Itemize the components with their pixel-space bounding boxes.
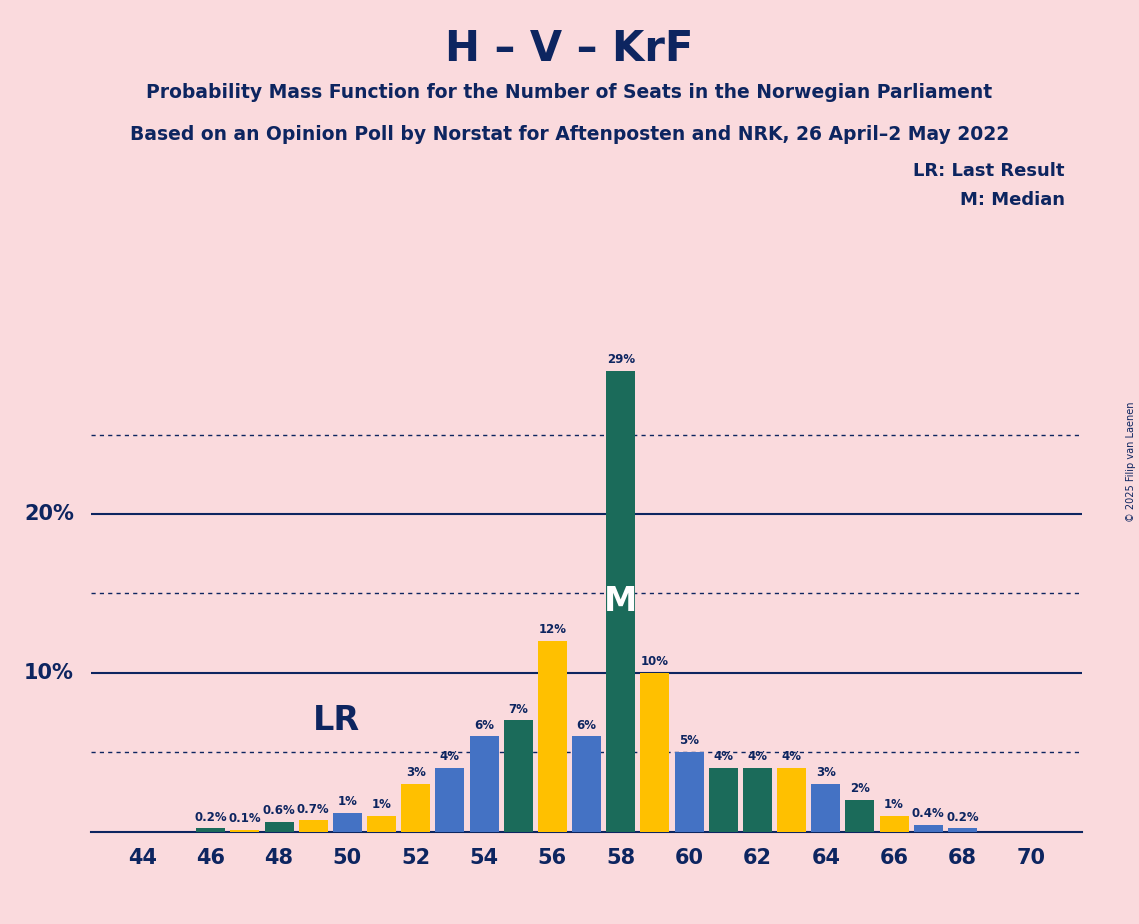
Bar <box>230 830 260 832</box>
Text: Based on an Opinion Poll by Norstat for Aftenposten and NRK, 26 April–2 May 2022: Based on an Opinion Poll by Norstat for … <box>130 125 1009 144</box>
Bar <box>367 816 396 832</box>
Text: 4%: 4% <box>781 750 802 763</box>
Text: M: Median: M: Median <box>960 191 1065 209</box>
Bar <box>845 800 875 832</box>
Text: 5%: 5% <box>679 735 699 748</box>
Bar <box>264 822 294 832</box>
Text: 6%: 6% <box>576 719 597 732</box>
Text: 1%: 1% <box>371 798 392 811</box>
Text: 0.7%: 0.7% <box>297 803 329 816</box>
Text: 2%: 2% <box>850 782 870 795</box>
Text: 20%: 20% <box>24 504 74 524</box>
Text: 0.2%: 0.2% <box>195 810 227 823</box>
Bar <box>811 784 841 832</box>
Text: 29%: 29% <box>607 353 634 366</box>
Text: 1%: 1% <box>884 798 904 811</box>
Text: 10%: 10% <box>24 663 74 683</box>
Text: 3%: 3% <box>816 766 836 779</box>
Bar <box>469 736 499 832</box>
Bar <box>196 829 226 832</box>
Bar <box>435 768 465 832</box>
Bar <box>708 768 738 832</box>
Bar <box>401 784 431 832</box>
Text: 0.1%: 0.1% <box>229 812 261 825</box>
Bar <box>913 825 943 832</box>
Text: LR: LR <box>313 704 360 737</box>
Text: © 2025 Filip van Laenen: © 2025 Filip van Laenen <box>1126 402 1136 522</box>
Text: 10%: 10% <box>641 655 669 668</box>
Bar <box>538 641 567 832</box>
Bar <box>879 816 909 832</box>
Text: Probability Mass Function for the Number of Seats in the Norwegian Parliament: Probability Mass Function for the Number… <box>147 83 992 103</box>
Bar <box>777 768 806 832</box>
Text: 4%: 4% <box>713 750 734 763</box>
Bar <box>743 768 772 832</box>
Text: 7%: 7% <box>508 702 528 716</box>
Text: LR: Last Result: LR: Last Result <box>913 162 1065 179</box>
Bar <box>606 371 636 832</box>
Bar <box>333 812 362 832</box>
Text: 1%: 1% <box>337 795 358 808</box>
Text: 0.2%: 0.2% <box>947 810 978 823</box>
Bar <box>298 821 328 832</box>
Text: M: M <box>604 585 638 618</box>
Bar <box>572 736 601 832</box>
Bar <box>503 721 533 832</box>
Text: H – V – KrF: H – V – KrF <box>445 28 694 69</box>
Text: 4%: 4% <box>440 750 460 763</box>
Text: 4%: 4% <box>747 750 768 763</box>
Bar <box>640 673 670 832</box>
Text: 0.4%: 0.4% <box>912 808 944 821</box>
Bar <box>674 752 704 832</box>
Text: 6%: 6% <box>474 719 494 732</box>
Text: 12%: 12% <box>539 624 566 637</box>
Text: 0.6%: 0.6% <box>263 804 295 818</box>
Text: 3%: 3% <box>405 766 426 779</box>
Bar <box>948 829 977 832</box>
